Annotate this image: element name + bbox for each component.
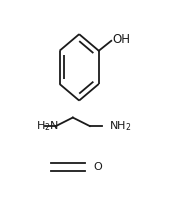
Text: H$_2$N: H$_2$N [36,119,59,133]
Text: NH$_2$: NH$_2$ [110,119,132,133]
Text: OH: OH [112,33,130,46]
Text: O: O [93,162,102,172]
